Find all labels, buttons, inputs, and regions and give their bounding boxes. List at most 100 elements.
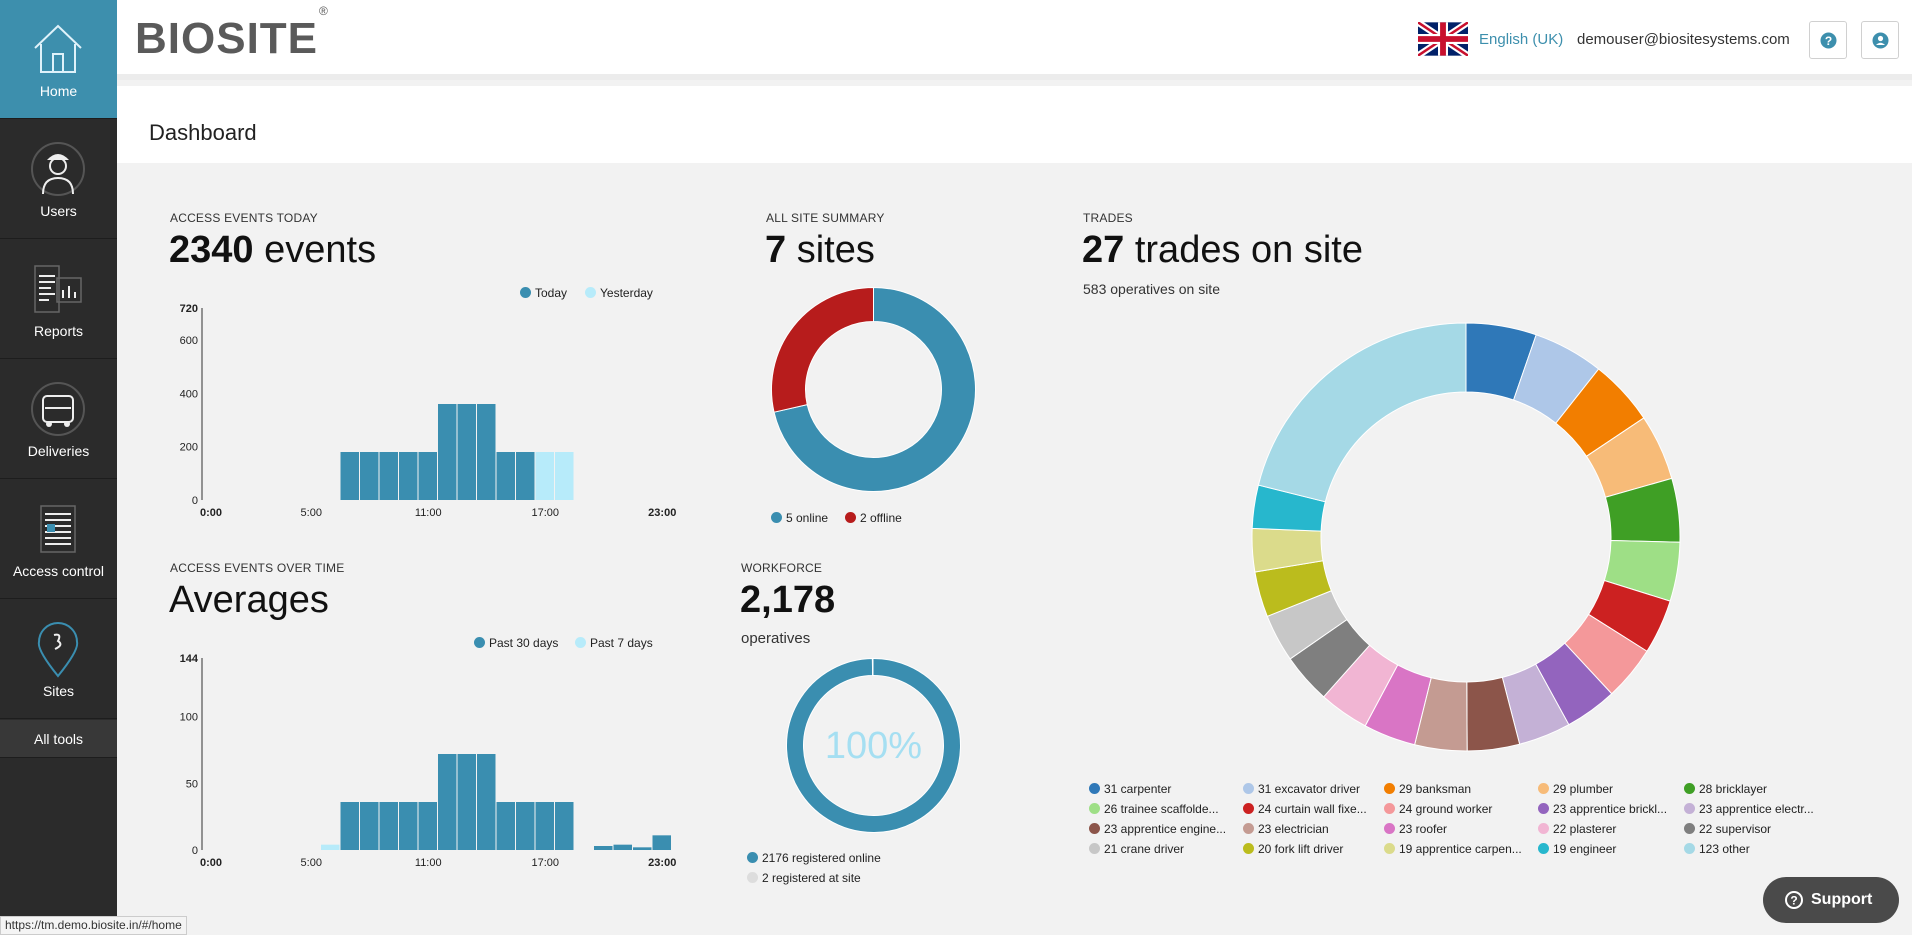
legend-label: 5 online: [786, 511, 829, 525]
slice-2-offline: [771, 286, 874, 413]
sidebar-item-deliveries[interactable]: Deliveries: [0, 360, 117, 479]
user-email[interactable]: demouser@biositesystems.com: [1577, 31, 1790, 48]
bar-past-30-days: [379, 802, 398, 850]
legend-past-30-days[interactable]: Past 30 days: [474, 636, 558, 650]
access-today-count: 2340: [169, 229, 254, 271]
bar-today: [477, 404, 496, 500]
legend-dot: [845, 512, 856, 523]
legend-label: 2 registered at site: [762, 871, 861, 885]
y-tick-label: 400: [180, 388, 198, 400]
trades-legend-item[interactable]: 23 apprentice brickl...: [1538, 802, 1688, 816]
sidebar-item-label: Users: [40, 203, 77, 219]
trades-legend-item[interactable]: 22 supervisor: [1684, 822, 1834, 836]
trades-legend-item[interactable]: 23 roofer: [1384, 822, 1534, 836]
bar-past-30-days: [516, 802, 535, 850]
trades-legend-item[interactable]: 23 apprentice engine...: [1089, 822, 1239, 836]
language-selector[interactable]: English (UK): [1479, 31, 1564, 48]
sidebar-item-sites[interactable]: Sites: [0, 600, 117, 719]
trades-legend-item[interactable]: 24 ground worker: [1384, 802, 1534, 816]
biosite-logo[interactable]: BIOSITE®: [135, 4, 328, 64]
legend-dot: [1538, 803, 1549, 814]
bar-today: [516, 452, 535, 500]
trades-legend-item[interactable]: 31 carpenter: [1089, 782, 1239, 796]
sidebar-item-home[interactable]: Home: [0, 0, 117, 119]
bar-past-30-days: [457, 754, 476, 850]
y-tick-label: 720: [180, 303, 198, 315]
legend-dot: [1684, 823, 1695, 834]
trades-legend-item[interactable]: 29 plumber: [1538, 782, 1688, 796]
uk-flag-icon[interactable]: [1418, 22, 1468, 56]
sidebar-item-access-control[interactable]: Access control: [0, 480, 117, 599]
y-tick-label: 100: [180, 712, 198, 724]
legend-dot: [747, 852, 758, 863]
user-profile-button[interactable]: [1861, 21, 1899, 59]
legend-past-7-days[interactable]: Past 7 days: [575, 636, 653, 650]
trades-legend-item[interactable]: 31 excavator driver: [1243, 782, 1393, 796]
slice-2176-registered-online: [786, 657, 961, 833]
bar-today: [340, 452, 359, 500]
legend-online[interactable]: 5 online: [771, 511, 828, 525]
legend-label: 123 other: [1699, 842, 1750, 856]
legend-dot: [1684, 803, 1695, 814]
sidebar-item-reports[interactable]: Reports: [0, 240, 117, 359]
site-summary-chart: [771, 286, 976, 492]
x-tick-label: 5:00: [301, 857, 322, 869]
legend-label: 23 roofer: [1399, 822, 1448, 836]
bar-today: [360, 452, 379, 500]
trades-legend-item[interactable]: 24 curtain wall fixe...: [1243, 802, 1393, 816]
bar-past-30-days: [340, 802, 359, 850]
legend-registered-at-site[interactable]: 2 registered at site: [747, 871, 861, 885]
legend-label: Past 7 days: [590, 636, 653, 650]
help-circle-icon: ?: [1785, 891, 1803, 909]
legend-yesterday[interactable]: Yesterday: [585, 286, 653, 300]
bar-yesterday: [555, 452, 574, 500]
x-tick-label: 23:00: [648, 507, 676, 519]
legend-dot: [771, 512, 782, 523]
trades-legend-item[interactable]: 20 fork lift driver: [1243, 842, 1393, 856]
bar-past-30-days: [438, 754, 457, 850]
legend-label: 22 supervisor: [1699, 822, 1772, 836]
all-tools-link[interactable]: All tools: [0, 720, 117, 758]
trades-legend-item[interactable]: 29 banksman: [1384, 782, 1534, 796]
x-tick-label: 17:00: [531, 507, 559, 519]
workforce-chart: 100%: [786, 657, 961, 833]
legend-offline[interactable]: 2 offline: [845, 511, 902, 525]
help-button[interactable]: ?: [1809, 21, 1847, 59]
trades-legend-item[interactable]: 28 bricklayer: [1684, 782, 1834, 796]
site-count-unit: sites: [796, 229, 875, 271]
legend-label: 21 crane driver: [1104, 842, 1185, 856]
trades-legend-item[interactable]: 23 electrician: [1243, 822, 1393, 836]
page-title: Dashboard: [149, 120, 257, 145]
bar-today: [399, 452, 418, 500]
sidebar-item-label: Access control: [12, 563, 105, 579]
operatives-on-site: 583 operatives on site: [1083, 281, 1220, 297]
legend-today[interactable]: Today: [520, 286, 567, 300]
sidebar-item-label: Sites: [42, 683, 75, 699]
legend-label: 23 apprentice electr...: [1699, 802, 1814, 816]
y-tick-label: 144: [180, 653, 199, 665]
trades-count-heading: 27 trades on site: [1082, 229, 1363, 272]
trades-legend-item[interactable]: 26 trainee scaffolde...: [1089, 802, 1239, 816]
bar-past-30-days: [652, 835, 671, 850]
trades-legend-item[interactable]: 23 apprentice electr...: [1684, 802, 1834, 816]
trades-legend-item[interactable]: 19 apprentice carpen...: [1384, 842, 1534, 856]
legend-label: 29 banksman: [1399, 782, 1472, 796]
x-tick-label: 11:00: [415, 507, 442, 519]
trades-legend-item[interactable]: 123 other: [1684, 842, 1834, 856]
trades-count: 27: [1082, 229, 1125, 271]
legend-dot: [1243, 823, 1254, 834]
bar-yesterday: [535, 452, 554, 500]
legend-label: 19 engineer: [1553, 842, 1617, 856]
trades-legend-item[interactable]: 22 plasterer: [1538, 822, 1688, 836]
trades-legend-item[interactable]: 21 crane driver: [1089, 842, 1239, 856]
legend-dot: [1243, 803, 1254, 814]
sidebar-item-users[interactable]: Users: [0, 120, 117, 239]
trades-legend-item[interactable]: 19 engineer: [1538, 842, 1688, 856]
legend-dot: [747, 872, 758, 883]
bar-today: [418, 452, 437, 500]
x-tick-label: 0:00: [200, 857, 222, 869]
support-button[interactable]: ? Support: [1763, 877, 1899, 923]
bar-today: [438, 404, 457, 500]
page-title-bar: Dashboard: [117, 86, 1912, 163]
legend-registered-online[interactable]: 2176 registered online: [747, 851, 881, 865]
